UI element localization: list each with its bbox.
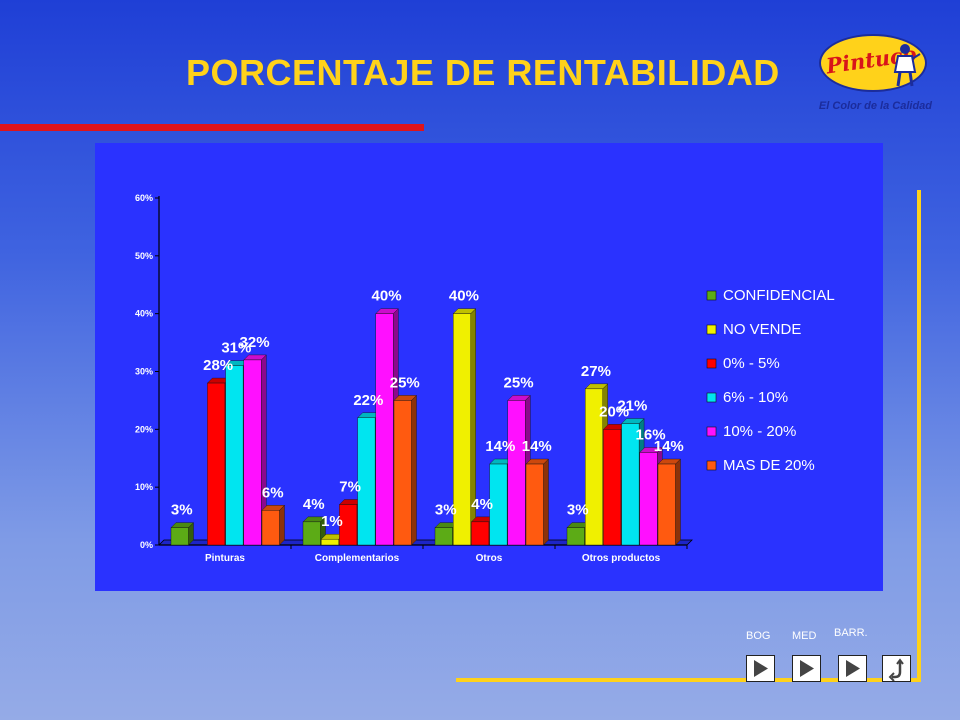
nav-bog-button[interactable] bbox=[746, 655, 775, 682]
play-icon bbox=[800, 660, 814, 677]
data-label: 40% bbox=[372, 288, 402, 305]
bar-side bbox=[675, 458, 681, 546]
legend-label: 6% - 10% bbox=[723, 389, 788, 406]
category-label: Otros productos bbox=[582, 553, 661, 564]
data-label: 21% bbox=[617, 398, 647, 415]
data-label: 14% bbox=[485, 438, 515, 455]
data-label: 3% bbox=[567, 502, 589, 519]
bar bbox=[621, 423, 640, 546]
bar bbox=[393, 400, 412, 546]
painter-figure-icon bbox=[893, 44, 921, 87]
bar-side bbox=[411, 394, 417, 546]
return-icon bbox=[888, 658, 904, 681]
data-label: 16% bbox=[636, 426, 666, 443]
red-divider bbox=[0, 124, 424, 131]
bar bbox=[585, 388, 603, 546]
pintuco-logo: Pintuco El Color de la Calidad bbox=[800, 28, 940, 118]
bar bbox=[339, 504, 358, 546]
bar bbox=[243, 359, 262, 546]
legend-swatch bbox=[706, 426, 717, 437]
bar bbox=[261, 510, 280, 546]
data-label: 6% bbox=[262, 484, 284, 501]
category-label: Complementarios bbox=[315, 553, 400, 564]
bar bbox=[453, 313, 471, 546]
data-label: 27% bbox=[581, 363, 611, 380]
yellow-frame-vertical bbox=[917, 190, 921, 682]
bar bbox=[170, 527, 189, 546]
nav-barr-button[interactable] bbox=[838, 655, 867, 682]
return-button[interactable] bbox=[882, 655, 911, 682]
logo-tagline: El Color de la Calidad bbox=[818, 100, 932, 112]
bar bbox=[207, 382, 226, 546]
y-tick-label: 30% bbox=[135, 367, 153, 377]
data-label: 22% bbox=[353, 392, 383, 409]
data-label: 7% bbox=[339, 479, 361, 496]
legend-swatch bbox=[706, 392, 717, 403]
data-label: 25% bbox=[504, 374, 534, 391]
y-tick-label: 50% bbox=[135, 251, 153, 261]
bar-side bbox=[279, 504, 285, 546]
nav-label-bog: BOG bbox=[746, 630, 771, 642]
y-tick-label: 20% bbox=[135, 424, 153, 434]
y-tick-label: 40% bbox=[135, 309, 153, 319]
data-label: 14% bbox=[522, 438, 552, 455]
bar bbox=[525, 463, 544, 546]
bar-chart: 0% 10% 20% 30% 40% 50% 60% Pinturas Complementar… bbox=[135, 193, 835, 564]
legend-label: 0% - 5% bbox=[723, 355, 780, 372]
data-label: 14% bbox=[654, 438, 684, 455]
bar bbox=[657, 463, 676, 546]
data-label: 4% bbox=[303, 496, 325, 513]
legend-swatch bbox=[706, 358, 717, 369]
y-tick-label: 10% bbox=[135, 482, 153, 492]
bar-side bbox=[543, 458, 549, 546]
bar bbox=[357, 417, 376, 546]
nav-med-button[interactable] bbox=[792, 655, 821, 682]
nav-label-barr: BARR. bbox=[834, 627, 868, 639]
bar bbox=[639, 452, 658, 546]
bar bbox=[320, 539, 339, 546]
data-label: 25% bbox=[390, 374, 420, 391]
category-label: Otros bbox=[476, 553, 503, 564]
data-label: 28% bbox=[203, 357, 233, 374]
bar bbox=[434, 527, 453, 546]
bar bbox=[225, 365, 244, 546]
chart-panel: 0% 10% 20% 30% 40% 50% 60% Pinturas Complementar… bbox=[95, 143, 883, 591]
bar bbox=[507, 400, 526, 546]
data-label: 40% bbox=[449, 288, 479, 305]
bar bbox=[489, 463, 508, 546]
bar bbox=[302, 521, 321, 546]
yellow-frame-horizontal bbox=[456, 678, 921, 682]
data-label: 20% bbox=[599, 403, 629, 420]
data-label: 3% bbox=[435, 502, 457, 519]
data-label: 4% bbox=[471, 496, 493, 513]
data-label: 31% bbox=[221, 340, 251, 357]
legend-label: MAS DE 20% bbox=[723, 457, 815, 474]
category-label: Pinturas bbox=[205, 553, 245, 564]
legend-label: NO VENDE bbox=[723, 321, 801, 338]
page-title: PORCENTAJE DE RENTABILIDAD bbox=[186, 52, 780, 93]
bar bbox=[566, 527, 585, 546]
nav-label-med: MED bbox=[792, 630, 817, 642]
legend-label: 10% - 20% bbox=[723, 423, 796, 440]
data-label: 3% bbox=[171, 502, 193, 519]
legend-swatch bbox=[706, 460, 717, 471]
data-label: 1% bbox=[321, 513, 343, 530]
bar bbox=[603, 429, 622, 546]
data-label: 32% bbox=[240, 334, 270, 351]
legend-swatch bbox=[706, 324, 717, 335]
y-tick-label: 60% bbox=[135, 193, 153, 203]
bar bbox=[375, 313, 394, 546]
legend-swatch bbox=[706, 290, 717, 301]
play-icon bbox=[846, 660, 860, 677]
legend-label: CONFIDENCIAL bbox=[723, 287, 835, 304]
play-icon bbox=[754, 660, 768, 677]
y-tick-label: 0% bbox=[140, 540, 153, 550]
bar bbox=[471, 521, 490, 546]
